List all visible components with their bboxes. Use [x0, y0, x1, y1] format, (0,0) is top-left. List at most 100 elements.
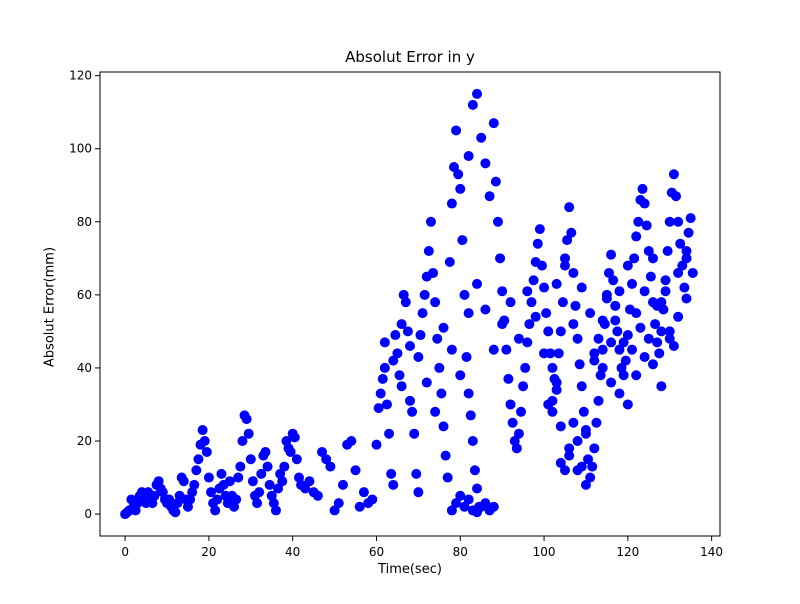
data-point — [612, 326, 623, 337]
data-point — [566, 227, 577, 238]
data-point — [455, 490, 466, 501]
data-point — [622, 260, 633, 271]
data-point — [639, 198, 650, 209]
data-point — [409, 428, 420, 439]
data-point — [673, 267, 684, 278]
data-point — [532, 238, 543, 249]
x-tick-label: 100 — [533, 545, 556, 559]
data-point — [539, 348, 550, 359]
data-point — [620, 355, 631, 366]
data-point — [589, 443, 600, 454]
data-point — [547, 406, 558, 417]
data-point — [472, 278, 483, 289]
data-point — [411, 468, 422, 479]
data-points — [120, 88, 698, 520]
data-point — [206, 487, 217, 498]
data-point — [580, 425, 591, 436]
data-point — [231, 494, 242, 505]
x-axis-label: Time(sec) — [378, 562, 442, 577]
data-point — [388, 479, 399, 490]
data-point — [312, 490, 323, 501]
data-point — [553, 348, 564, 359]
data-point — [668, 341, 679, 352]
data-point — [679, 282, 690, 293]
data-point — [461, 351, 472, 362]
data-point — [560, 260, 570, 271]
data-point — [495, 253, 506, 264]
data-point — [197, 425, 208, 436]
data-point — [373, 403, 384, 414]
data-point — [551, 377, 562, 388]
data-point — [488, 344, 499, 355]
data-point — [572, 333, 583, 344]
data-point — [260, 446, 271, 457]
data-point — [476, 132, 487, 143]
data-point — [639, 286, 650, 297]
data-point — [631, 370, 642, 381]
data-point — [262, 461, 273, 472]
data-point — [580, 479, 591, 490]
data-point — [490, 176, 501, 187]
data-point — [216, 468, 227, 479]
data-point — [497, 319, 508, 330]
data-point — [650, 319, 661, 330]
data-point — [189, 479, 200, 490]
data-point — [501, 344, 512, 355]
data-point — [610, 315, 621, 326]
data-point — [647, 253, 658, 264]
data-point — [235, 461, 246, 472]
data-point — [589, 355, 600, 366]
data-point — [446, 198, 457, 209]
data-point — [428, 267, 439, 278]
data-point — [534, 224, 545, 235]
data-point — [557, 297, 568, 308]
y-tick-label: 120 — [69, 69, 92, 83]
data-point — [277, 476, 288, 487]
data-point — [432, 333, 443, 344]
data-point — [317, 446, 328, 457]
data-point — [402, 326, 413, 337]
x-tick-label: 20 — [201, 545, 216, 559]
data-point — [354, 501, 365, 512]
data-point — [442, 472, 453, 483]
data-point — [425, 216, 436, 227]
data-point — [637, 183, 648, 194]
axes-frame — [99, 71, 721, 537]
data-point — [547, 362, 558, 373]
data-point — [622, 330, 633, 341]
data-point — [237, 436, 248, 447]
data-point — [610, 300, 621, 311]
data-point — [448, 161, 459, 172]
data-point — [516, 406, 527, 417]
data-point — [390, 330, 401, 341]
data-point — [480, 498, 491, 509]
data-point — [631, 231, 642, 242]
data-point — [608, 275, 619, 286]
data-point — [681, 246, 692, 257]
data-point — [438, 322, 449, 333]
data-point — [635, 322, 646, 333]
data-point — [384, 428, 395, 439]
data-point — [273, 483, 284, 494]
data-point — [440, 450, 451, 461]
data-point — [415, 330, 426, 341]
data-point — [358, 487, 369, 498]
y-axis-ticks: 0 20 40 60 80 100 120 — [69, 69, 100, 521]
data-point — [463, 151, 474, 162]
data-point — [614, 286, 625, 297]
data-point — [245, 454, 256, 465]
data-point — [430, 297, 441, 308]
data-point — [654, 348, 665, 359]
data-point — [480, 304, 491, 315]
data-point — [585, 308, 596, 319]
data-point — [392, 348, 403, 359]
data-point — [643, 246, 654, 257]
data-point — [256, 468, 267, 479]
data-point — [513, 333, 524, 344]
data-point — [683, 227, 694, 238]
data-point — [555, 326, 566, 337]
data-point — [459, 289, 470, 300]
data-point — [572, 436, 583, 447]
data-point — [455, 183, 466, 194]
data-point — [193, 454, 204, 465]
